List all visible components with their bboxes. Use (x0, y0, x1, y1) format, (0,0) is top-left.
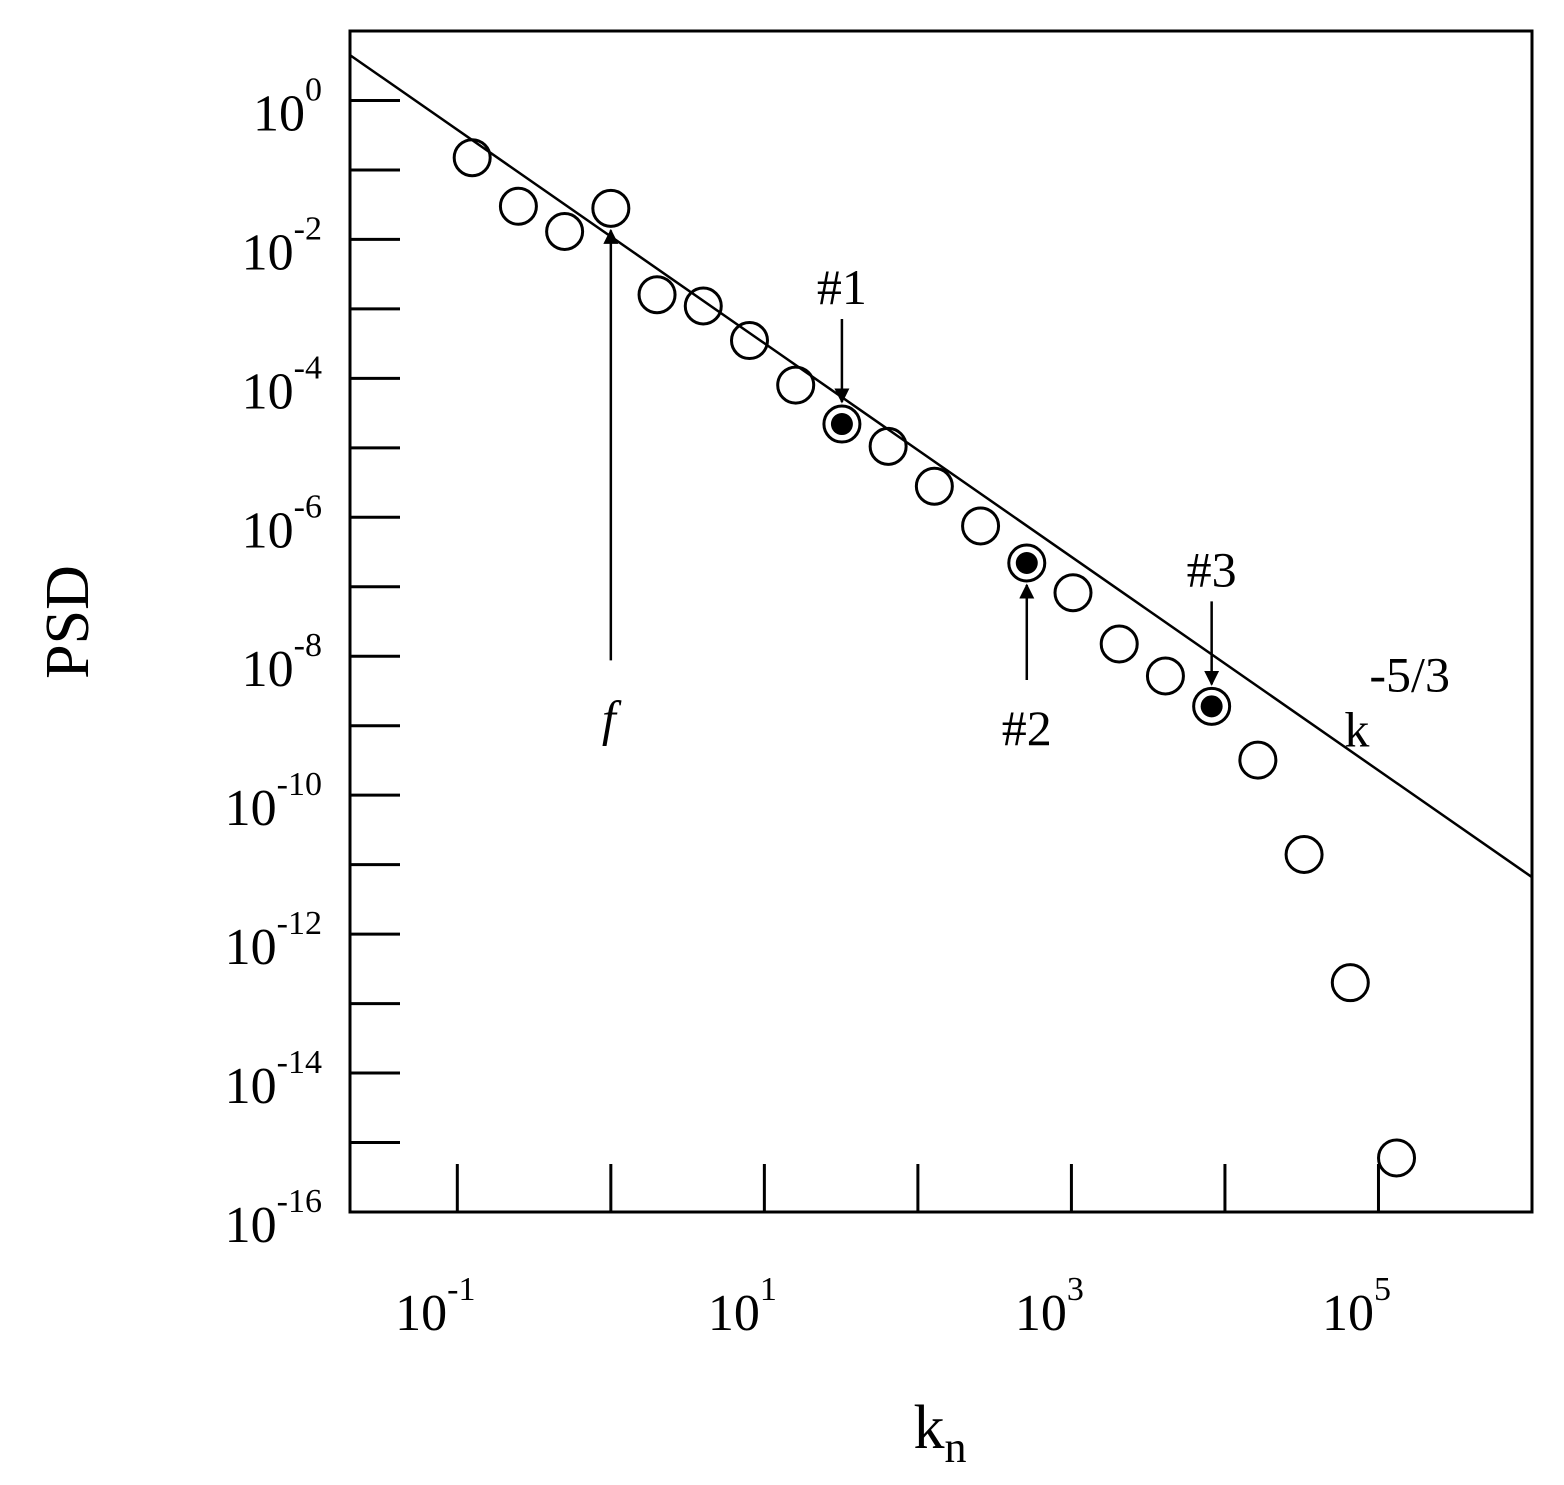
y-tick-label-exp: -2 (294, 210, 322, 247)
y-tick-label-base: 10 (242, 641, 294, 698)
open-circle-point (683, 286, 723, 326)
slope-label: k-5/3 (1344, 647, 1450, 758)
x-tick-label: 103 (1015, 1271, 1084, 1342)
y-tick-label-exp: -6 (294, 488, 322, 525)
slope-label-exp: -5/3 (1369, 647, 1450, 703)
open-circle-point (545, 211, 585, 251)
y-tick-label-base: 10 (242, 502, 294, 559)
open-circle-point (961, 506, 1001, 546)
annotations: #1 #2 #3 f k-5/3 (602, 228, 1450, 758)
x-axis-title-base: k (914, 1394, 945, 1462)
y-tick-label-exp: -10 (277, 766, 322, 803)
open-circle-point (498, 186, 538, 226)
y-tick-label: 10-12 (225, 905, 322, 976)
x-tick-label-exp: 3 (1067, 1271, 1084, 1308)
y-tick-label-exp: 0 (305, 71, 322, 108)
y-tick-label-exp: -14 (277, 1044, 322, 1081)
open-circle-point (1145, 656, 1185, 696)
filled-point (1015, 551, 1038, 574)
x-tick-label: 10-1 (395, 1271, 475, 1342)
x-tick-label: 105 (1322, 1271, 1391, 1342)
y-tick-label-base: 10 (242, 224, 294, 281)
open-circle-point (776, 365, 816, 405)
x-tick-label: 101 (708, 1271, 777, 1342)
open-circle-point (868, 426, 908, 466)
annotation-label: #3 (1187, 541, 1237, 597)
fit-line-segment (350, 54, 1532, 879)
y-tick-label-base: 10 (225, 919, 277, 976)
x-tick-label-base: 10 (1015, 1285, 1067, 1342)
open-circle-point (1053, 573, 1093, 613)
open-circle-point (822, 404, 862, 444)
x-axis-title: kn (914, 1394, 967, 1472)
open-circle-point (1330, 963, 1370, 1003)
x-tick-label-exp: 5 (1374, 1271, 1391, 1308)
y-tick-label: 10-14 (225, 1044, 322, 1115)
annotation-label: #1 (817, 259, 867, 315)
y-tick-label: 10-10 (225, 766, 322, 837)
y-tick-label: 10-6 (242, 488, 322, 559)
open-circle-point (637, 275, 677, 315)
data-points (452, 138, 1417, 1178)
filled-point (830, 413, 853, 436)
y-tick-label: 10-16 (225, 1183, 322, 1254)
y-tick-label-base: 10 (225, 780, 277, 837)
filled-point (1200, 695, 1223, 718)
open-circle-point (1007, 543, 1047, 583)
x-tick-label-base: 10 (395, 1285, 447, 1342)
open-circle-point (1377, 1138, 1417, 1178)
y-tick-label-exp: -12 (277, 905, 322, 942)
open-circle-point (591, 188, 631, 228)
slope-label-base: k (1344, 702, 1369, 758)
y-axis-title: PSD (34, 565, 102, 679)
y-tick-label-exp: -4 (294, 349, 322, 386)
plot-frame (348, 29, 1534, 1214)
y-tick-label: 10-8 (242, 627, 322, 698)
y-tick-label: 10-2 (242, 210, 322, 281)
x-axis-title-sub: n (945, 1423, 967, 1472)
power-law-fit (350, 54, 1532, 879)
y-tick-label: 10-4 (242, 349, 322, 420)
y-tick-label-base: 10 (253, 85, 305, 142)
y-tick-label-base: 10 (225, 1058, 277, 1115)
axis-ticks (350, 98, 1380, 1212)
annotation-label: f (602, 690, 622, 746)
open-circle-point (1238, 740, 1278, 780)
x-tick-label-base: 10 (1322, 1285, 1374, 1342)
annotation-label: #2 (1002, 700, 1052, 756)
y-tick-label-exp: -16 (277, 1183, 322, 1220)
open-circle-point (914, 466, 954, 506)
axis-tick-labels: 10-1 101 103 10510010-210-410-610-810-1010-… (225, 71, 1391, 1342)
open-circle-point (729, 321, 769, 361)
x-tick-label-base: 10 (708, 1285, 760, 1342)
open-circle-point (1099, 624, 1139, 664)
y-tick-label-base: 10 (242, 363, 294, 420)
open-circle-point (1192, 686, 1232, 726)
x-tick-label-exp: -1 (447, 1271, 475, 1308)
open-circle-point (1284, 834, 1324, 874)
x-tick-label-exp: 1 (760, 1271, 777, 1308)
y-tick-label-base: 10 (225, 1197, 277, 1254)
y-tick-label: 100 (253, 71, 322, 142)
open-circle-point (452, 138, 492, 178)
y-tick-label-exp: -8 (294, 627, 322, 664)
